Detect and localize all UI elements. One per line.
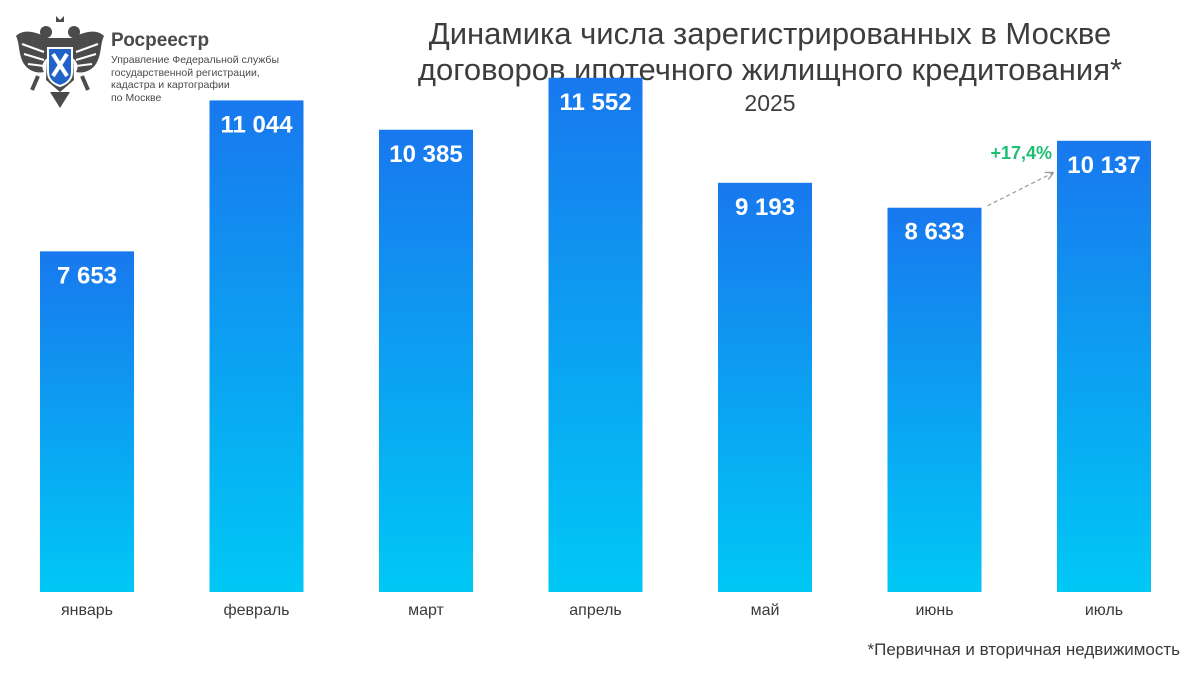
bar — [548, 77, 643, 592]
category-label: май — [751, 602, 780, 619]
chart-title-line: договоров ипотечного жилищного кредитова… — [417, 52, 1123, 87]
bar — [40, 251, 134, 592]
bar-value-label: 11 044 — [220, 111, 293, 138]
chart-subtitle: 2025 — [744, 90, 796, 116]
bar-value-label: 10 137 — [1067, 152, 1140, 179]
bar-value-label: 11 552 — [559, 89, 631, 116]
eagle-emblem-icon — [16, 16, 104, 108]
category-label: февраль — [223, 602, 289, 619]
org-name: Росреестр — [111, 30, 210, 51]
category-label: июль — [1085, 602, 1123, 619]
org-description: Управление Федеральной службы государств… — [111, 54, 279, 104]
bar — [887, 207, 982, 592]
org-desc-line: по Москве — [111, 91, 162, 104]
category-label: апрель — [569, 602, 622, 619]
growth-annotation: +17,4% — [990, 143, 1052, 163]
logo — [14, 14, 106, 110]
category-label: январь — [61, 602, 113, 619]
org-desc-line: государственной регистрации, — [111, 66, 260, 79]
org-desc-line: Управление Федеральной службы — [111, 54, 279, 66]
category-label: июнь — [915, 602, 953, 619]
chart-title-line: Динамика числа зарегистрированных в Моск… — [428, 16, 1112, 51]
bar — [379, 129, 473, 593]
bar — [1057, 140, 1151, 592]
bar-value-label: 9 193 — [735, 194, 795, 221]
footnote: *Первичная и вторичная недвижимость — [867, 640, 1180, 659]
bar — [209, 100, 304, 592]
org-desc-line: кадастра и картографии — [111, 79, 230, 91]
growth-arrow — [987, 173, 1054, 207]
chart-title: Динамика числа зарегистрированных в Моск… — [340, 16, 1200, 88]
bar-value-label: 7 653 — [57, 262, 117, 289]
bar — [718, 182, 812, 593]
category-label: март — [408, 602, 444, 619]
bar-value-label: 8 633 — [904, 219, 964, 246]
bar-value-label: 10 385 — [389, 141, 462, 168]
